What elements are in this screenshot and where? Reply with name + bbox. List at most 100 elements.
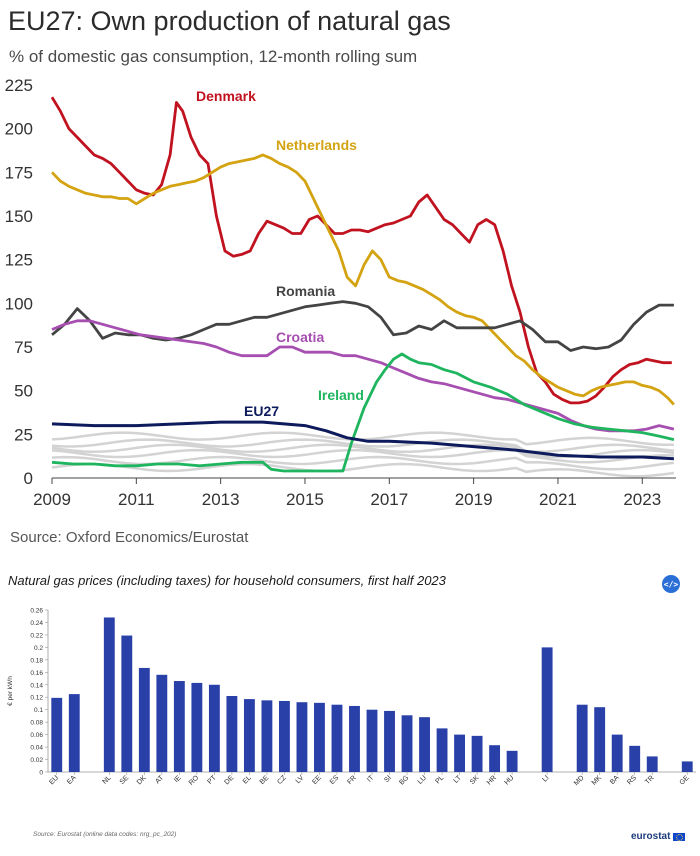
x-tick-label: MK bbox=[591, 774, 604, 787]
y-tick-label: 0 bbox=[24, 469, 33, 488]
y-tick-label: 75 bbox=[14, 338, 33, 357]
price-bar-mk bbox=[594, 707, 606, 772]
price-bar-be bbox=[261, 700, 273, 772]
y-tick-label: 0.04 bbox=[30, 745, 43, 752]
x-tick-label: SK bbox=[469, 774, 481, 786]
x-tick-label: BA bbox=[609, 774, 621, 786]
x-tick-label: PT bbox=[207, 774, 219, 786]
series-label-romania: Romania bbox=[276, 283, 335, 299]
price-bar-ro bbox=[191, 682, 203, 772]
y-tick-label: 0.12 bbox=[30, 695, 43, 702]
x-tick-label: EA bbox=[66, 774, 78, 786]
x-tick-label: IT bbox=[366, 774, 376, 784]
x-tick-label: MD bbox=[573, 774, 586, 787]
chart-title: EU27: Own production of natural gas bbox=[8, 6, 451, 36]
price-bar-ie bbox=[173, 681, 185, 772]
x-tick-label: BE bbox=[259, 774, 271, 786]
price-bar-lu bbox=[419, 717, 430, 772]
y-tick-label: 125 bbox=[5, 251, 33, 270]
price-bar-lt bbox=[454, 734, 465, 772]
x-tick-label: DK bbox=[136, 774, 148, 786]
price-bar-li bbox=[541, 647, 553, 772]
x-tick-label: 2023 bbox=[623, 490, 661, 509]
y-tick-label: 175 bbox=[5, 163, 33, 182]
x-tick-label: EU bbox=[48, 774, 60, 786]
x-tick-label: 2019 bbox=[455, 490, 493, 509]
series-label-denmark: Denmark bbox=[196, 88, 256, 104]
y-tick-label: 200 bbox=[5, 120, 33, 139]
price-chart-source: Source: Eurostat (online data codes: nrg… bbox=[33, 831, 177, 838]
series-label-ireland: Ireland bbox=[318, 387, 364, 403]
x-tick-label: LV bbox=[295, 774, 306, 785]
y-tick-label: 150 bbox=[5, 207, 33, 226]
price-bar-ea bbox=[68, 694, 80, 772]
x-tick-label: LI bbox=[541, 774, 550, 783]
x-tick-label: SI bbox=[383, 774, 393, 784]
series-label-croatia: Croatia bbox=[276, 329, 324, 345]
series-line-netherlands bbox=[50, 153, 675, 406]
x-tick-label: IE bbox=[173, 774, 183, 784]
x-tick-label: RS bbox=[626, 774, 638, 786]
x-tick-label: BG bbox=[398, 774, 410, 786]
price-bar-de bbox=[226, 695, 238, 772]
series-line-eu27 bbox=[51, 420, 674, 461]
y-tick-label: 0.02 bbox=[30, 757, 43, 764]
x-tick-label: 2013 bbox=[202, 490, 240, 509]
price-bar-eu bbox=[51, 697, 63, 772]
series-label-eu27: EU27 bbox=[244, 403, 279, 419]
series-line-ireland bbox=[51, 352, 675, 473]
price-bar-ge bbox=[681, 761, 693, 772]
x-tick-label: LT bbox=[453, 774, 464, 785]
x-tick-label: DE bbox=[223, 774, 235, 786]
x-tick-label: RO bbox=[188, 774, 201, 787]
series-line-croatia bbox=[51, 319, 675, 433]
price-bar-pl bbox=[436, 728, 448, 772]
eurostat-logo-text: eurostat bbox=[631, 831, 671, 842]
y-axis-label: € per kWh bbox=[7, 676, 14, 706]
background-country-line bbox=[51, 448, 674, 464]
price-bar-pt bbox=[208, 684, 220, 772]
y-tick-label: 0 bbox=[39, 770, 43, 777]
y-tick-label: 50 bbox=[14, 382, 33, 401]
y-tick-label: 0.1 bbox=[34, 707, 43, 714]
price-bar-si bbox=[384, 710, 395, 772]
x-tick-label: GE bbox=[679, 774, 691, 786]
price-bar-fr bbox=[349, 705, 360, 772]
y-tick-label: 0.2 bbox=[34, 645, 43, 652]
background-country-line bbox=[51, 462, 675, 478]
price-bar-el bbox=[243, 699, 255, 772]
x-tick-label: PL bbox=[434, 774, 445, 785]
price-bar-se bbox=[121, 635, 133, 772]
x-tick-label: 2017 bbox=[370, 490, 408, 509]
price-bar-hu bbox=[506, 750, 518, 772]
price-bar-rs bbox=[629, 745, 641, 772]
x-tick-label: HU bbox=[503, 774, 515, 786]
x-tick-label: HR bbox=[486, 774, 498, 786]
y-tick-label: 25 bbox=[14, 425, 33, 444]
price-bar-bg bbox=[401, 715, 413, 772]
x-tick-label: 2011 bbox=[118, 490, 155, 509]
y-tick-label: 0.22 bbox=[30, 632, 43, 639]
price-bar-hr bbox=[489, 745, 501, 772]
y-tick-label: 0.24 bbox=[30, 620, 43, 627]
x-tick-label: AT bbox=[154, 774, 165, 785]
price-bar-it bbox=[366, 709, 378, 772]
y-tick-label: 0.14 bbox=[30, 682, 43, 689]
series-label-netherlands: Netherlands bbox=[276, 137, 357, 153]
gas-price-bar-chart: 0 0.02 0.04 0.06 0.08 0.1 0.12 0.14 0.16 0.18 0.2 0… bbox=[7, 608, 696, 787]
price-bar-cz bbox=[279, 700, 290, 772]
y-tick-label: 0.18 bbox=[30, 657, 43, 664]
x-tick-label: 2021 bbox=[539, 490, 577, 509]
x-tick-label: EL bbox=[242, 774, 253, 785]
chart-subtitle: % of domestic gas consumption, 12-month … bbox=[9, 47, 418, 66]
embed-code-button[interactable]: </> bbox=[662, 575, 680, 593]
eu-flag-icon bbox=[673, 832, 686, 841]
y-tick-label: 0.26 bbox=[30, 608, 43, 615]
price-bar-tr bbox=[646, 756, 658, 772]
series-line-romania bbox=[51, 300, 674, 352]
y-tick-label: 0.08 bbox=[30, 720, 43, 727]
y-tick-label: 0.16 bbox=[30, 670, 43, 677]
price-bar-at bbox=[156, 674, 168, 772]
x-tick-label: 2015 bbox=[286, 490, 324, 509]
